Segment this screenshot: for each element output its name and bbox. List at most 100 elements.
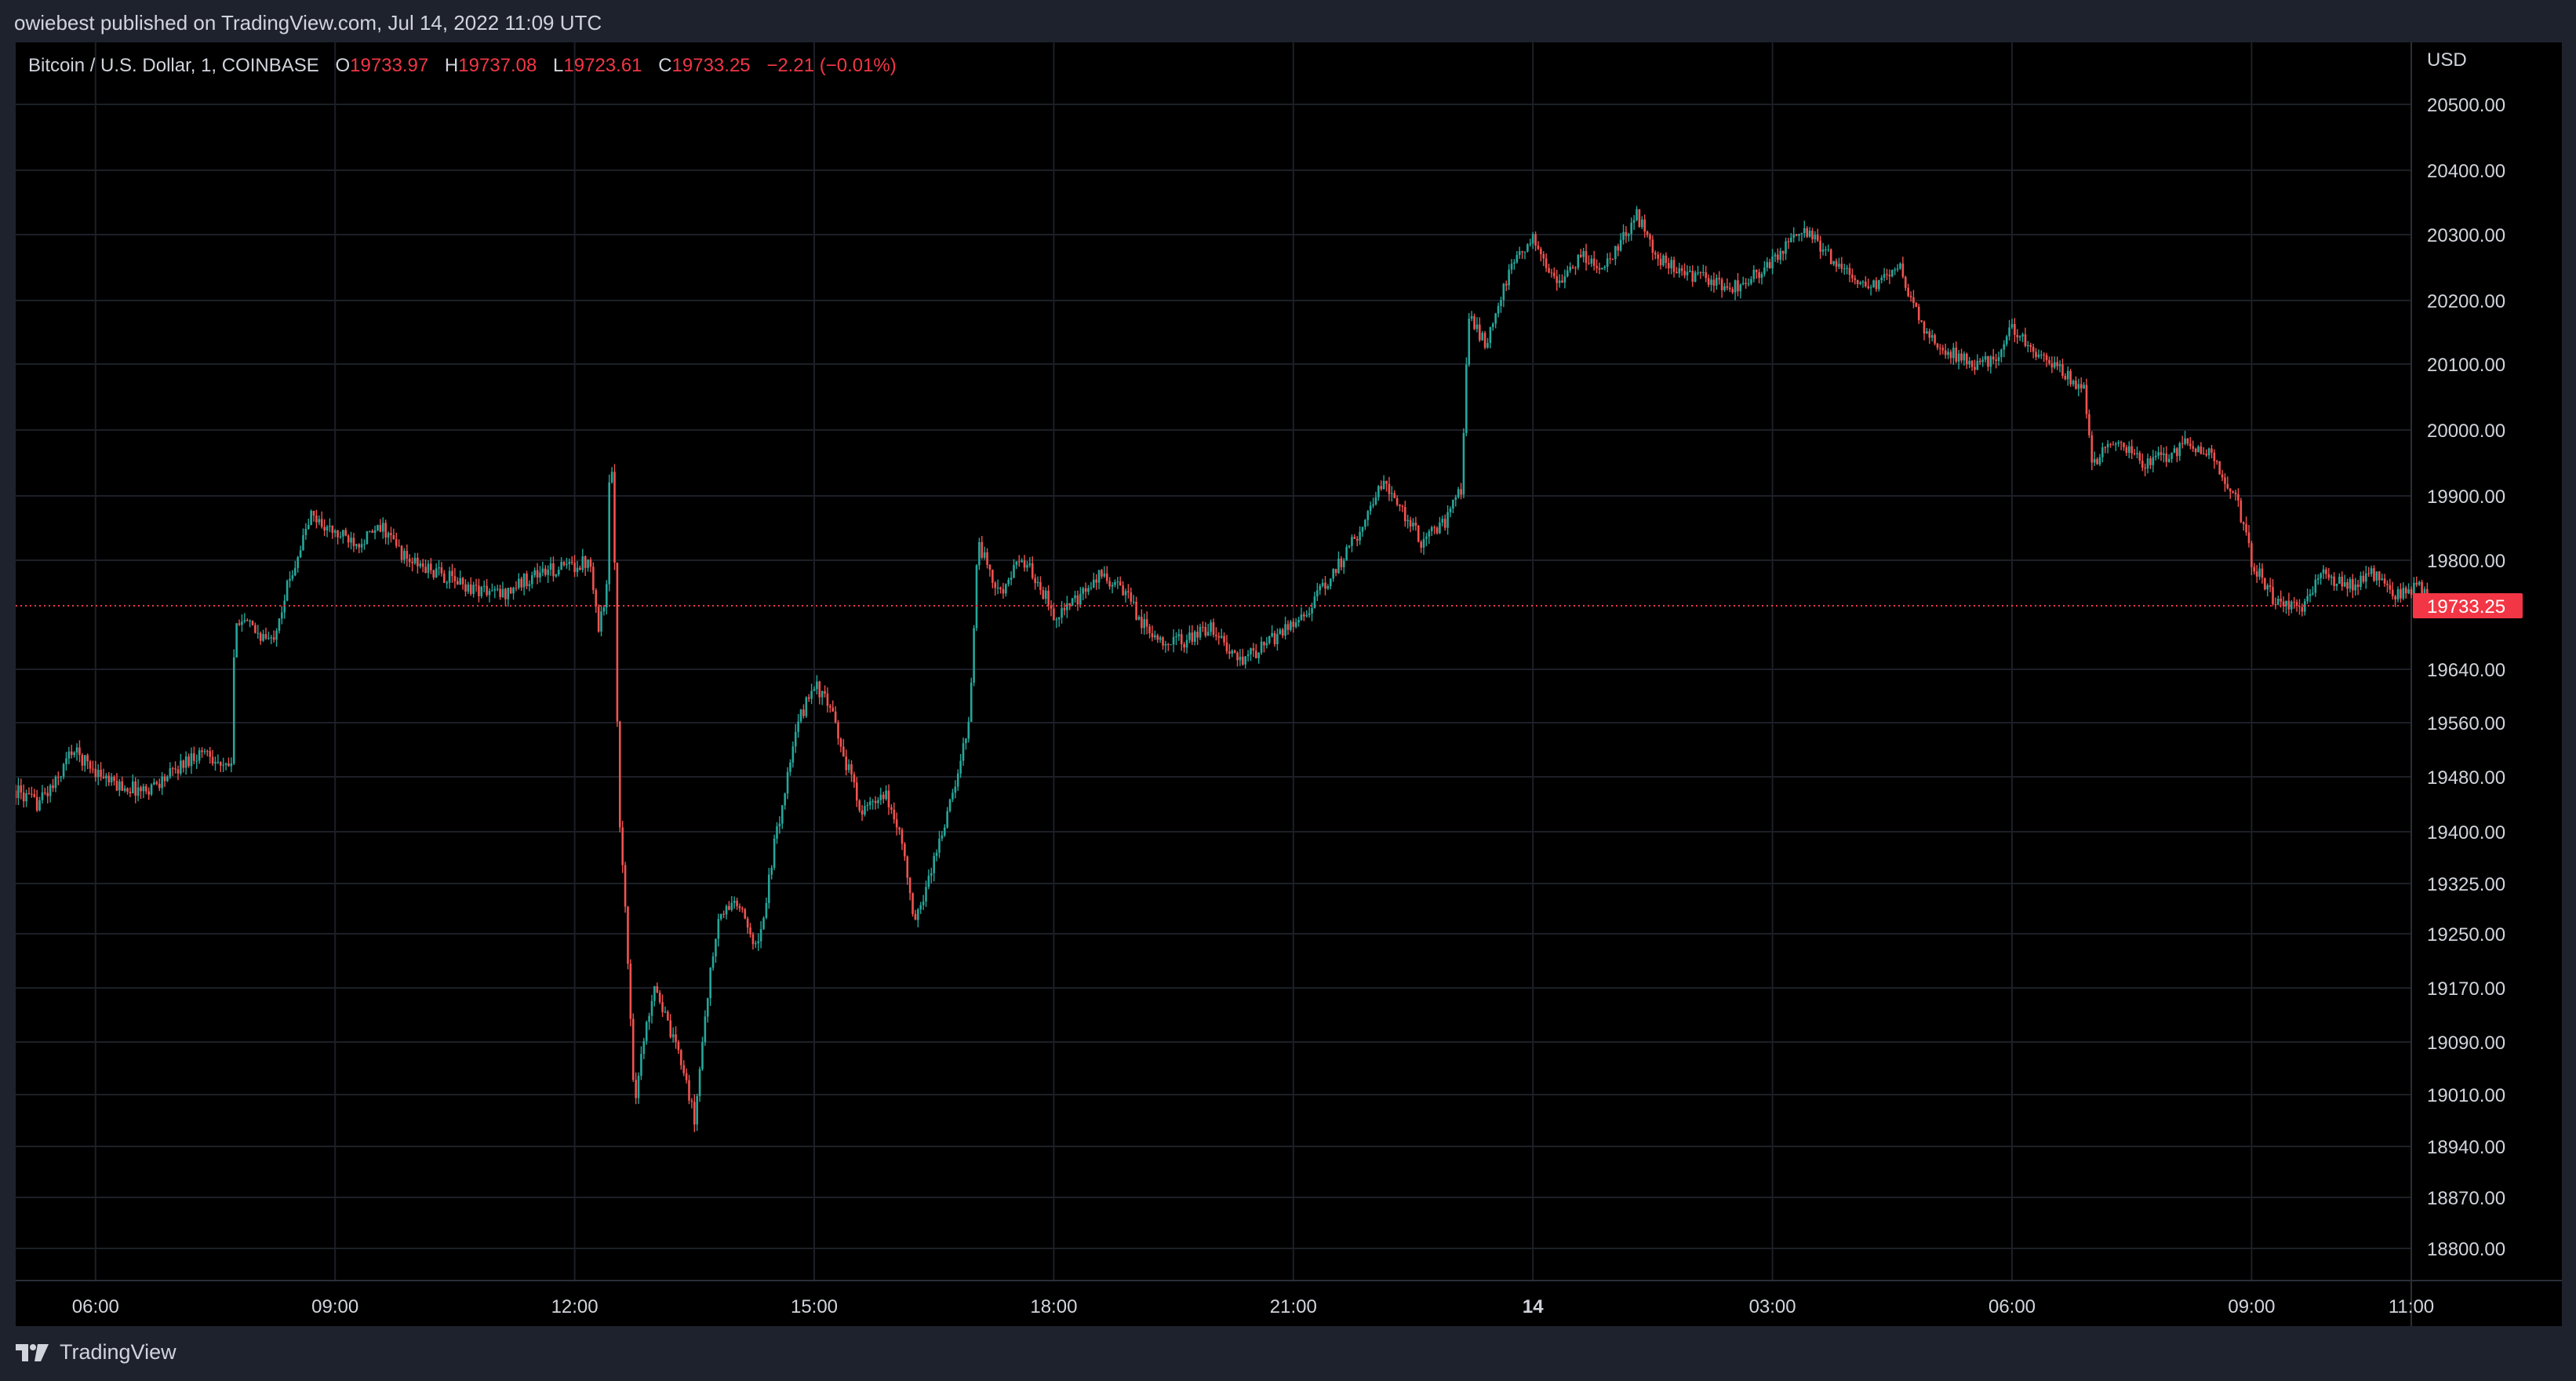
candle-body <box>621 827 624 865</box>
candle-body <box>1923 321 1926 333</box>
candle-body <box>526 573 528 586</box>
candle-body <box>1308 613 1311 615</box>
candle-body <box>1217 636 1221 638</box>
candle-body <box>2021 334 2024 337</box>
candle-body <box>275 630 278 640</box>
candle-body <box>722 913 725 915</box>
candle-body <box>658 993 661 1003</box>
candle-body <box>1351 537 1353 546</box>
candle-body <box>1489 326 1492 344</box>
candle-body <box>1768 262 1771 268</box>
candle-body <box>1683 271 1686 275</box>
candle-body <box>467 584 470 592</box>
candle-body <box>369 530 371 532</box>
candle-body <box>1585 251 1588 264</box>
candle-body <box>1550 272 1553 274</box>
candle-body <box>1340 558 1343 567</box>
candle-body <box>1084 588 1087 592</box>
candle-body <box>38 800 41 811</box>
candle-body <box>180 760 182 774</box>
candle-body <box>991 570 994 583</box>
candle-body <box>1628 234 1630 236</box>
candle-body <box>791 746 795 763</box>
candle-body <box>136 787 140 796</box>
candle-body <box>81 755 84 766</box>
last-price-tag-label: 19733.25 <box>2427 596 2505 618</box>
candle-body <box>1380 486 1383 490</box>
candle-body <box>2090 435 2094 463</box>
legend-low-value: 19723.61 <box>563 55 642 76</box>
candle-body <box>1254 650 1257 658</box>
candle-body <box>1212 622 1215 636</box>
candle-body <box>342 530 344 537</box>
candle-body <box>2154 455 2157 457</box>
candlestick-chart[interactable]: USD 20500.00 20400.00 20300.00 20200.00 20100… <box>16 42 2562 1326</box>
candle-body <box>2199 446 2203 454</box>
candle-body <box>954 786 957 793</box>
candle-body <box>627 906 629 964</box>
candle-body <box>1606 258 1609 267</box>
candle-body <box>1183 644 1185 648</box>
candle-body <box>1303 614 1305 617</box>
candle-body <box>606 584 608 608</box>
candle-body <box>1891 269 1894 277</box>
candle-body <box>352 537 355 546</box>
candle-body <box>499 588 501 597</box>
candle-body <box>570 561 573 563</box>
candle-body <box>2096 459 2098 465</box>
candle-body <box>719 913 722 920</box>
candle-body <box>584 556 587 568</box>
chart-container[interactable]: USD 20500.00 20400.00 20300.00 20200.00 20100… <box>16 42 2562 1326</box>
candle-body <box>2375 571 2378 581</box>
candle-body <box>496 588 499 590</box>
candle-body <box>1526 244 1529 252</box>
candle-body <box>845 756 848 771</box>
candle-body <box>291 575 294 579</box>
candle-body <box>1609 258 1611 260</box>
candle-body <box>2163 454 2165 455</box>
candle-body <box>1638 209 1641 228</box>
candle-body <box>1170 644 1173 646</box>
price-axis-currency: USD <box>2427 49 2467 71</box>
candle-body <box>531 575 533 585</box>
candle-body <box>1955 348 1958 362</box>
candle-body <box>1116 581 1119 583</box>
candle-body <box>544 568 547 575</box>
candle-body <box>1504 283 1508 286</box>
candle-body <box>360 544 363 548</box>
candle-body <box>41 792 44 800</box>
candle-body <box>413 557 417 563</box>
candle-body <box>871 800 874 802</box>
candle-body <box>1082 588 1085 594</box>
candle-body <box>1159 637 1162 640</box>
candle-body <box>933 855 935 873</box>
candle-body <box>820 690 824 698</box>
candle-body <box>270 637 273 639</box>
candle-body <box>906 856 909 878</box>
candle-body <box>486 585 488 596</box>
candle-body <box>1316 590 1319 597</box>
candle-body <box>302 534 304 551</box>
candle-body <box>129 792 132 794</box>
candle-body <box>2229 488 2232 492</box>
price-axis-tick-label: 19480.00 <box>2427 767 2505 789</box>
candle-body <box>161 776 163 789</box>
candle-body <box>1154 635 1156 638</box>
candle-body <box>589 559 592 567</box>
candle-body <box>480 586 483 596</box>
candle-body <box>105 775 107 778</box>
candle-body <box>704 1016 707 1043</box>
candle-body <box>1124 591 1127 596</box>
candles <box>16 206 2432 1132</box>
legend-symbol[interactable]: Bitcoin / U.S. Dollar, 1, COINBASE <box>28 55 319 76</box>
candle-body <box>1028 563 1031 566</box>
candle-body <box>1145 619 1148 627</box>
candle-body <box>2378 571 2381 581</box>
candle-body <box>1406 519 1410 522</box>
candle-body <box>83 755 86 766</box>
candle-body <box>562 562 566 566</box>
candle-body <box>818 681 821 698</box>
candle-body <box>1978 360 1981 363</box>
footer-brand[interactable]: TradingView <box>14 1340 176 1365</box>
candle-body <box>1053 608 1055 621</box>
